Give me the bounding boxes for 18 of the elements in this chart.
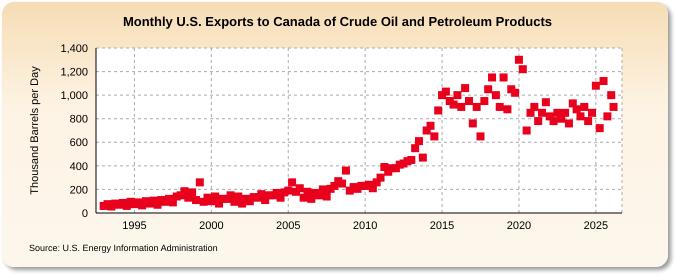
y-tick-label: 400 bbox=[70, 160, 88, 173]
y-tick-label: 1,400 bbox=[60, 42, 88, 55]
y-tick-label: 800 bbox=[70, 114, 88, 126]
source-note: Source: U.S. Energy Information Administration bbox=[29, 243, 218, 253]
x-tick-label: 2015 bbox=[430, 220, 454, 232]
x-tick-label: 2020 bbox=[506, 220, 532, 232]
y-tick-label: 1,000 bbox=[60, 90, 88, 102]
x-tick-label: 2000 bbox=[199, 220, 224, 232]
y-tick-label: 1,200 bbox=[60, 66, 88, 78]
y-tick-label: 600 bbox=[70, 137, 88, 150]
x-tick-label: 2005 bbox=[276, 220, 300, 232]
y-tick-label: 200 bbox=[70, 184, 88, 196]
x-tick-label: 1995 bbox=[122, 220, 147, 232]
y-tick-label: 0 bbox=[82, 208, 88, 220]
x-tick-label: 2010 bbox=[352, 220, 378, 232]
x-tick-label: 2025 bbox=[584, 220, 608, 232]
y-axis-title: Thousand Barrels per Day bbox=[28, 66, 41, 195]
chart-title: Monthly U.S. Exports to Canada of Crude Oil and Petroleum Products bbox=[122, 14, 554, 29]
